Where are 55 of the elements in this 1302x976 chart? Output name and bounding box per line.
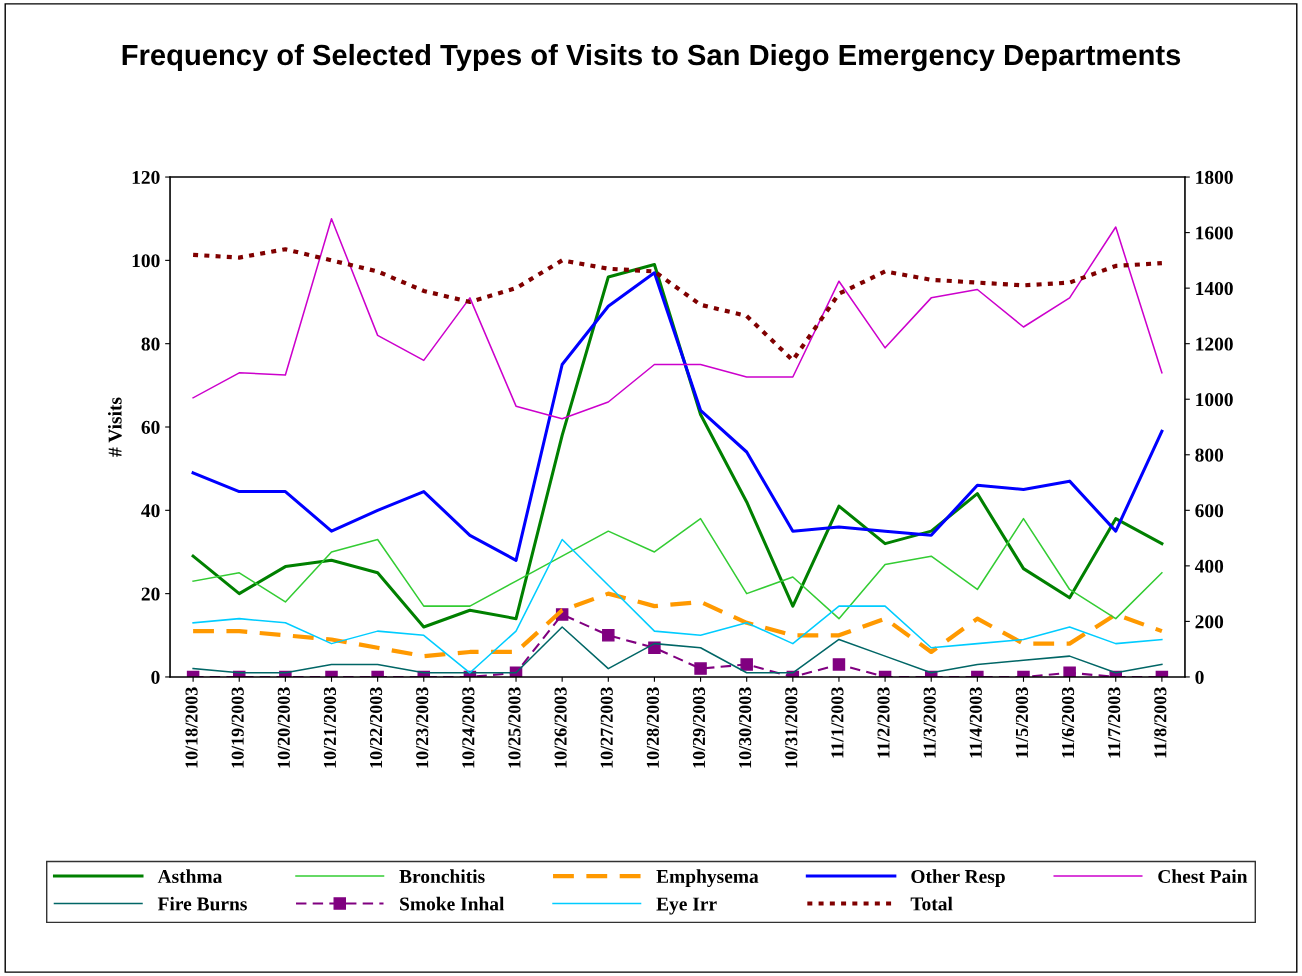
y2-tick-label: 1600 bbox=[1196, 226, 1233, 240]
x-tick-label: 11/6/2003 bbox=[1061, 687, 1075, 758]
x-tick-label: 11/7/2003 bbox=[1108, 687, 1121, 758]
y-tick-label: 0 bbox=[151, 670, 160, 684]
y-tick-label: 40 bbox=[141, 504, 160, 518]
x-tick-label: 10/19/2003 bbox=[231, 687, 244, 768]
x-tick-label: 10/22/2003 bbox=[369, 687, 383, 768]
chart-title: Frequency of Selected Types of Visits to San Diego Emergency Departments bbox=[122, 43, 1181, 72]
x-tick-label: 10/24/2003 bbox=[462, 687, 475, 768]
y-tick-label: 60 bbox=[141, 420, 160, 434]
y2-tick-label: 1000 bbox=[1196, 393, 1233, 407]
legend-label: Fire Burns bbox=[157, 896, 247, 911]
line-series bbox=[191, 591, 1164, 659]
legend-label: Asthma bbox=[157, 869, 223, 884]
legend-label: Emphysema bbox=[656, 869, 759, 888]
x-tick-label: 11/1/2003 bbox=[831, 687, 844, 758]
x-tick-label: 10/27/2003 bbox=[600, 687, 613, 768]
y2-tick-label: 600 bbox=[1195, 504, 1224, 518]
y2-tick-label: 0 bbox=[1195, 670, 1204, 684]
legend-label: Total bbox=[910, 896, 953, 911]
y2-tick-label: 800 bbox=[1195, 448, 1224, 462]
x-tick-label: 10/26/2003 bbox=[554, 687, 567, 768]
x-tick-label: 11/8/2003 bbox=[1154, 687, 1167, 758]
y2-tick-label: 1800 bbox=[1196, 170, 1233, 184]
x-tick-label: 10/21/2003 bbox=[323, 687, 337, 768]
legend-label: Smoke Inhal bbox=[400, 896, 505, 911]
y2-tick-label: 200 bbox=[1195, 615, 1224, 629]
y-tick-label: 100 bbox=[132, 254, 160, 268]
x-tick-label: 11/2/2003 bbox=[877, 687, 890, 758]
x-tick-label: 10/28/2003 bbox=[646, 687, 659, 768]
x-tick-label: 10/31/2003 bbox=[785, 687, 798, 768]
legend-label: Bronchitis bbox=[399, 869, 485, 884]
y-axis-title: # Visits bbox=[107, 397, 122, 457]
legend-label: Other Resp bbox=[911, 869, 1005, 887]
line-series bbox=[191, 271, 1164, 562]
legend-label: Chest Pain bbox=[1158, 869, 1248, 884]
y-tick-label: 20 bbox=[141, 587, 160, 601]
line-series bbox=[192, 517, 1163, 620]
x-tick-label: 10/29/2003 bbox=[692, 687, 706, 768]
x-tick-label: 10/30/2003 bbox=[739, 687, 752, 768]
y2-tick-label: 400 bbox=[1194, 559, 1224, 573]
y-tick-label: 80 bbox=[141, 337, 160, 351]
y2-tick-label: 1400 bbox=[1196, 281, 1233, 296]
y-tick-label: 120 bbox=[132, 170, 160, 184]
x-tick-label: 11/4/2003 bbox=[969, 687, 982, 758]
x-tick-label: 11/3/2003 bbox=[923, 687, 936, 758]
y2-tick-label: 1200 bbox=[1196, 337, 1233, 351]
x-tick-label: 10/23/2003 bbox=[416, 687, 429, 768]
x-tick-label: 10/25/2003 bbox=[508, 687, 521, 768]
x-tick-label: 10/18/2003 bbox=[185, 687, 198, 768]
line-series bbox=[191, 247, 1164, 363]
x-tick-label: 11/5/2003 bbox=[1015, 687, 1029, 758]
line-series bbox=[192, 217, 1163, 420]
legend-label: Eye Irr bbox=[656, 897, 717, 915]
x-tick-label: 10/20/2003 bbox=[277, 687, 290, 768]
